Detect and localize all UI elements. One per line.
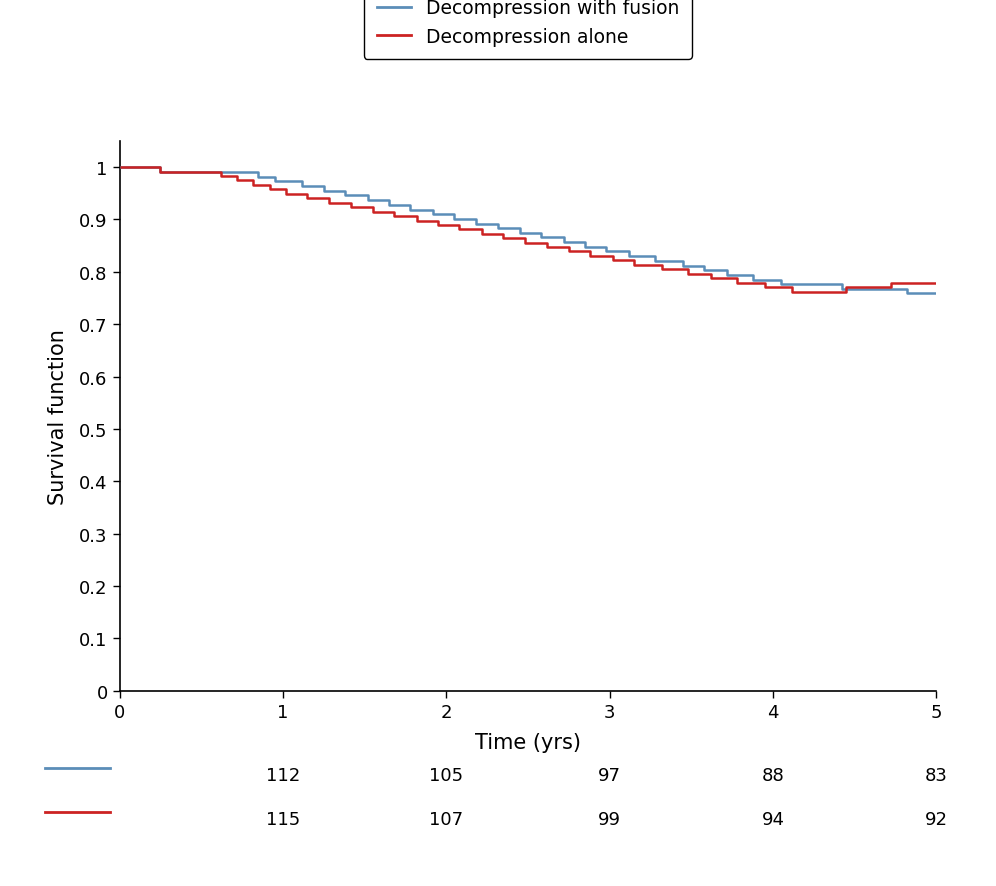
Text: 88: 88 (762, 766, 784, 784)
Legend: Decompression with fusion, Decompression alone: Decompression with fusion, Decompression… (364, 0, 692, 60)
Text: 94: 94 (761, 811, 785, 828)
Text: 99: 99 (598, 811, 622, 828)
Text: 92: 92 (924, 811, 948, 828)
Y-axis label: Survival function: Survival function (48, 329, 68, 504)
Text: 83: 83 (925, 766, 947, 784)
Text: 107: 107 (429, 811, 463, 828)
X-axis label: Time (yrs): Time (yrs) (475, 732, 581, 752)
Text: 97: 97 (598, 766, 622, 784)
Text: 105: 105 (429, 766, 463, 784)
Text: 115: 115 (266, 811, 300, 828)
Text: 112: 112 (266, 766, 300, 784)
